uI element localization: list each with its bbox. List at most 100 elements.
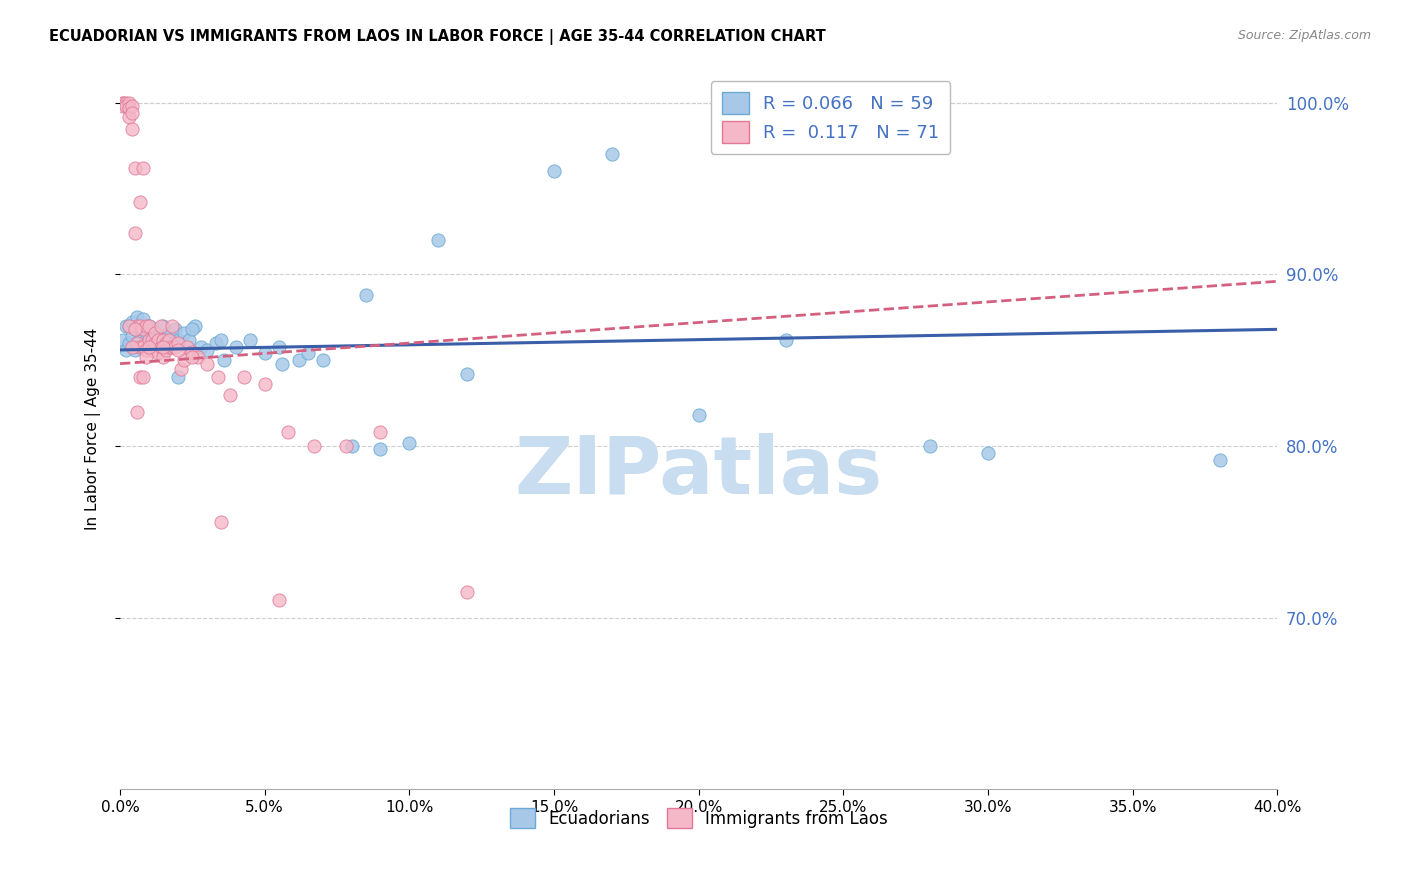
Point: [149, 339, 172, 353]
Point: [118, 110, 141, 124]
Point: [132, 161, 155, 175]
Point: [173, 326, 195, 340]
Point: [1208, 452, 1230, 467]
Point: [149, 318, 172, 333]
Point: [118, 95, 141, 110]
Point: [121, 99, 143, 113]
Point: [271, 357, 294, 371]
Point: [115, 318, 138, 333]
Text: ZIPatlas: ZIPatlas: [515, 434, 883, 511]
Point: [146, 339, 169, 353]
Point: [253, 377, 276, 392]
Point: [132, 370, 155, 384]
Point: [124, 322, 146, 336]
Point: [132, 322, 155, 336]
Text: ECUADORIAN VS IMMIGRANTS FROM LAOS IN LABOR FORCE | AGE 35-44 CORRELATION CHART: ECUADORIAN VS IMMIGRANTS FROM LAOS IN LA…: [49, 29, 825, 45]
Point: [302, 439, 325, 453]
Point: [111, 333, 134, 347]
Point: [138, 339, 160, 353]
Point: [269, 593, 291, 607]
Point: [132, 339, 155, 353]
Point: [311, 353, 333, 368]
Point: [135, 333, 157, 347]
Point: [129, 333, 152, 347]
Point: [340, 439, 363, 453]
Point: [121, 329, 143, 343]
Point: [456, 367, 478, 381]
Point: [190, 339, 212, 353]
Point: [143, 336, 166, 351]
Point: [129, 370, 152, 384]
Point: [132, 312, 155, 326]
Point: [288, 353, 311, 368]
Point: [160, 336, 183, 351]
Point: [124, 161, 146, 175]
Point: [129, 339, 152, 353]
Point: [253, 346, 276, 360]
Point: [138, 318, 160, 333]
Point: [149, 329, 172, 343]
Point: [118, 101, 141, 115]
Point: [111, 95, 134, 110]
Point: [155, 343, 177, 357]
Point: [118, 318, 141, 333]
Point: [121, 121, 143, 136]
Point: [124, 343, 146, 357]
Point: [146, 346, 169, 360]
Point: [181, 344, 204, 359]
Point: [167, 333, 190, 347]
Point: [176, 339, 198, 353]
Point: [152, 339, 174, 353]
Point: [129, 339, 152, 353]
Point: [427, 233, 450, 247]
Point: [129, 195, 152, 210]
Point: [335, 439, 357, 453]
Point: [204, 336, 226, 351]
Point: [233, 370, 256, 384]
Point: [239, 333, 262, 347]
Point: [209, 515, 232, 529]
Point: [277, 425, 299, 440]
Point: [124, 322, 146, 336]
Legend: Ecuadorians, Immigrants from Laos: Ecuadorians, Immigrants from Laos: [503, 801, 894, 835]
Point: [138, 333, 160, 347]
Point: [688, 408, 710, 422]
Point: [920, 439, 942, 453]
Point: [160, 339, 183, 353]
Point: [152, 350, 174, 364]
Point: [160, 318, 183, 333]
Point: [155, 333, 177, 347]
Point: [179, 333, 201, 347]
Point: [121, 339, 143, 353]
Point: [209, 333, 232, 347]
Point: [143, 326, 166, 340]
Point: [173, 353, 195, 368]
Point: [127, 336, 149, 351]
Point: [600, 147, 623, 161]
Point: [111, 95, 134, 110]
Point: [124, 226, 146, 240]
Point: [167, 343, 190, 357]
Point: [141, 343, 163, 357]
Point: [115, 95, 138, 110]
Point: [127, 336, 149, 351]
Point: [354, 288, 377, 302]
Point: [115, 343, 138, 357]
Point: [118, 336, 141, 351]
Point: [152, 333, 174, 347]
Point: [157, 326, 180, 340]
Point: [127, 310, 149, 325]
Point: [138, 333, 160, 347]
Point: [370, 425, 392, 440]
Point: [977, 446, 1000, 460]
Point: [543, 164, 565, 178]
Point: [456, 585, 478, 599]
Point: [132, 322, 155, 336]
Point: [195, 357, 218, 371]
Point: [155, 336, 177, 351]
Point: [127, 405, 149, 419]
Point: [370, 442, 392, 457]
Point: [163, 322, 186, 336]
Point: [225, 339, 247, 353]
Point: [212, 353, 235, 368]
